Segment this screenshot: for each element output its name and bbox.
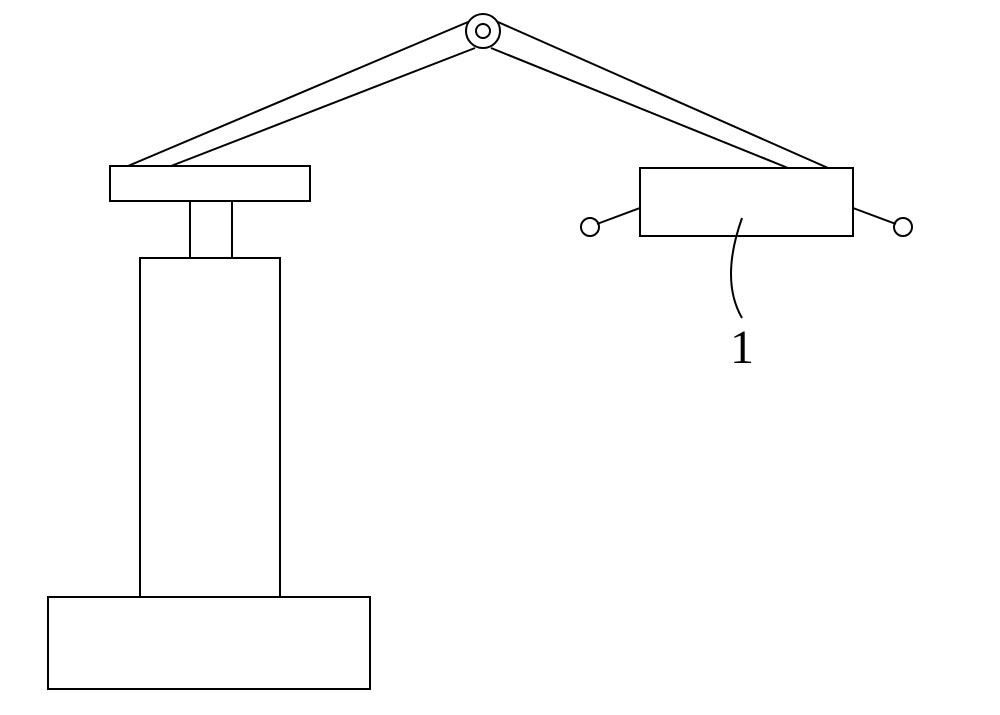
left-arm-top-line bbox=[128, 22, 468, 166]
base-rect bbox=[48, 597, 370, 689]
column-rect bbox=[140, 258, 280, 597]
right-prong-ball bbox=[894, 218, 912, 236]
neck-rect bbox=[190, 201, 232, 258]
ref-label-1: 1 bbox=[730, 320, 754, 375]
right-arm-top-line bbox=[498, 22, 828, 168]
left-arm-bottom-line bbox=[171, 48, 475, 166]
left-prong-ball bbox=[581, 218, 599, 236]
right-prong-line bbox=[853, 208, 896, 224]
end-box-rect bbox=[640, 168, 853, 236]
left-prong-line bbox=[597, 208, 640, 224]
leader-curve bbox=[731, 218, 742, 318]
right-arm-bottom-line bbox=[491, 48, 788, 168]
pivot-outer-circle bbox=[466, 14, 500, 48]
pivot-inner-circle bbox=[476, 24, 490, 38]
top-plate-rect bbox=[110, 166, 310, 201]
diagram-canvas bbox=[0, 0, 1000, 715]
